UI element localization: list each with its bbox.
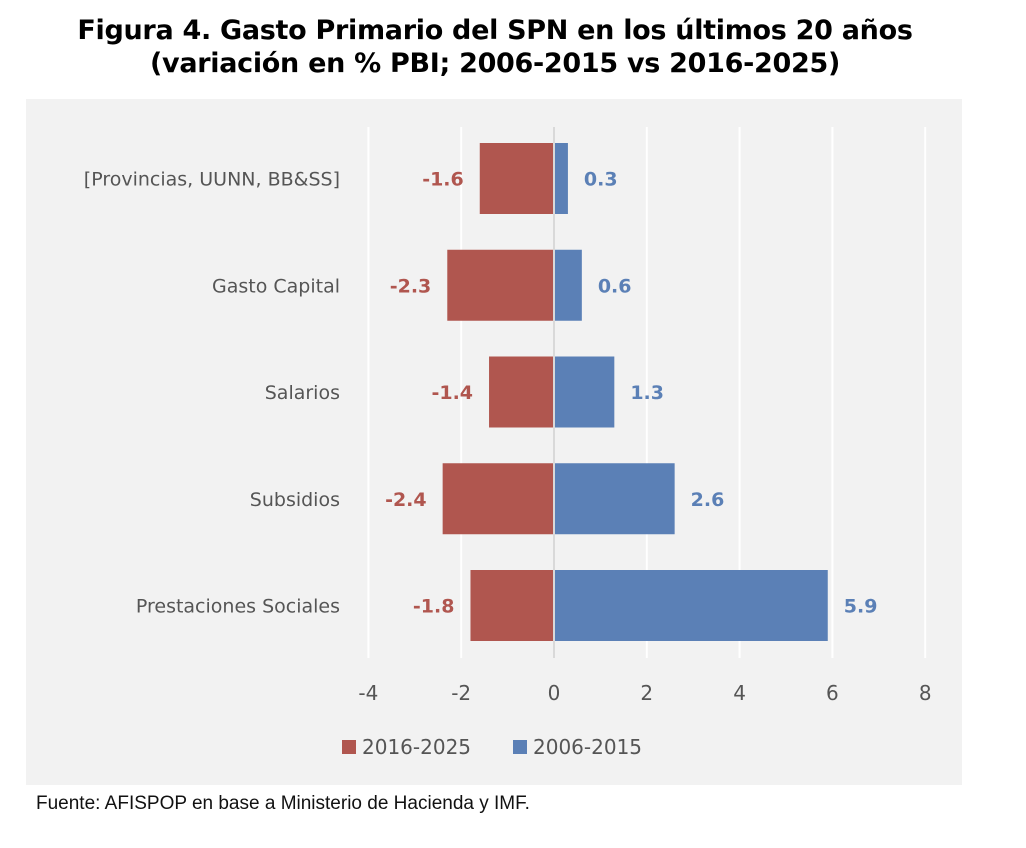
chart-title: Figura 4. Gasto Primario del SPN en los … bbox=[0, 14, 990, 80]
bar-2016-2025 bbox=[479, 143, 554, 214]
labels: -4 -2 0 2 4 6 8 [Provincias, UUNN, BB&SS] -1.6 0.… bbox=[84, 169, 932, 706]
bar-2006-2015 bbox=[554, 463, 675, 535]
x-tick-label: 0 bbox=[548, 681, 561, 705]
data-label-2016-2025: -2.3 bbox=[390, 275, 432, 297]
legend-2006-2015: 2006-2015 bbox=[513, 735, 642, 759]
data-label-2006-2015: 0.6 bbox=[598, 275, 632, 297]
legend-swatch bbox=[342, 740, 356, 754]
bar-2016-2025 bbox=[489, 356, 554, 428]
x-tick-label: 6 bbox=[826, 681, 839, 705]
x-tick-label: 2 bbox=[640, 681, 653, 705]
legend-label: 2016-2025 bbox=[362, 735, 471, 759]
category-label: [Provincias, UUNN, BB&SS] bbox=[84, 169, 340, 191]
x-tick-label: -4 bbox=[358, 681, 378, 705]
legend-swatch bbox=[513, 740, 527, 754]
x-tick-label: 4 bbox=[733, 681, 746, 705]
data-label-2006-2015: 2.6 bbox=[691, 489, 725, 511]
source-note: Fuente: AFISPOP en base a Ministerio de … bbox=[36, 793, 530, 814]
legend: 2016-2025 2006-2015 bbox=[342, 735, 642, 759]
category-label: Gasto Capital bbox=[212, 275, 340, 297]
bar-2006-2015 bbox=[554, 570, 828, 641]
gridlines bbox=[367, 127, 927, 658]
data-label-2016-2025: -2.4 bbox=[385, 489, 427, 511]
category-label: Salarios bbox=[265, 382, 340, 404]
category-label: Subsidios bbox=[250, 489, 340, 511]
data-label-2016-2025: -1.6 bbox=[422, 169, 464, 191]
x-tick-label: -2 bbox=[451, 681, 471, 705]
data-label-2006-2015: 0.3 bbox=[584, 169, 618, 191]
data-label-2006-2015: 1.3 bbox=[630, 382, 664, 404]
chart-title-line1: Figura 4. Gasto Primario del SPN en los … bbox=[77, 15, 913, 46]
bar-2006-2015 bbox=[554, 249, 582, 321]
data-label-2006-2015: 5.9 bbox=[844, 596, 878, 618]
bar-2016-2025 bbox=[447, 249, 554, 321]
bar-2016-2025 bbox=[442, 463, 554, 535]
bar-2006-2015 bbox=[554, 143, 568, 214]
x-tick-label: 8 bbox=[919, 681, 932, 705]
legend-label: 2006-2015 bbox=[533, 735, 642, 759]
bars bbox=[442, 143, 828, 641]
bar-2016-2025 bbox=[470, 570, 554, 641]
category-label: Prestaciones Sociales bbox=[136, 596, 340, 618]
bar-2006-2015 bbox=[554, 356, 615, 428]
data-label-2016-2025: -1.4 bbox=[431, 382, 473, 404]
legend-2016-2025: 2016-2025 bbox=[342, 735, 471, 759]
data-label-2016-2025: -1.8 bbox=[413, 596, 455, 618]
chart-title-line2: (variación en % PBI; 2006-2015 vs 2016-2… bbox=[150, 48, 840, 79]
